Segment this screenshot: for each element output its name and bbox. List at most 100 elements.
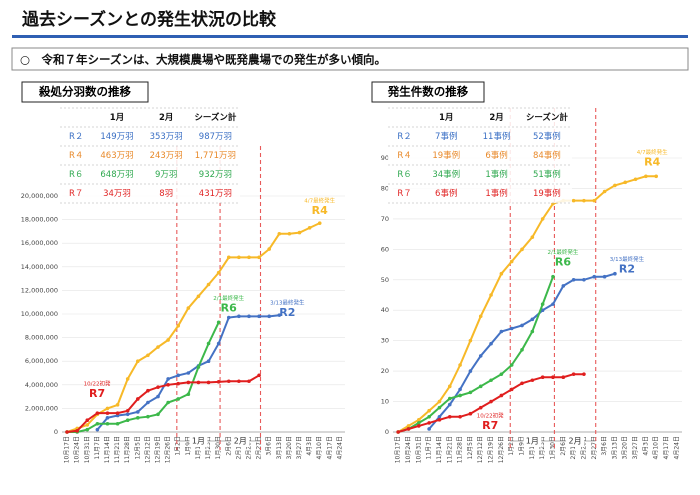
point — [417, 421, 421, 425]
table-cell: 7事例 — [435, 131, 457, 142]
point — [551, 375, 555, 380]
month-label: 1月 — [526, 437, 539, 446]
point — [115, 403, 120, 407]
point — [654, 174, 658, 179]
point — [206, 341, 211, 346]
point — [206, 380, 211, 385]
y-tick-label: 20 — [381, 367, 389, 375]
point — [571, 372, 576, 376]
point — [540, 217, 545, 221]
x-tick-label: 10月17日 — [395, 436, 402, 463]
point — [478, 384, 483, 389]
page-title: 過去シーズンとの発生状況の比較 — [22, 9, 277, 30]
point — [613, 183, 617, 188]
point — [427, 421, 431, 425]
point — [417, 418, 421, 422]
point — [186, 380, 191, 385]
month-label: 2月 — [569, 437, 582, 446]
x-tick-label: 3月20日 — [286, 436, 293, 459]
point — [166, 400, 170, 405]
y-tick-label: 10,000,000 — [21, 310, 58, 318]
point — [186, 306, 191, 310]
point — [427, 408, 431, 413]
table-bg — [60, 108, 240, 203]
point — [216, 320, 221, 325]
point — [247, 314, 251, 319]
series-line — [397, 276, 554, 433]
summary: ○ 令和７年シーズンは、大規模農場や既発農場での発生が多い傾向。 — [20, 53, 386, 67]
series-note: 4/7最終発生 — [637, 148, 668, 156]
point — [115, 411, 120, 415]
point — [437, 405, 442, 410]
x-tick-label: 11月28日 — [124, 436, 131, 463]
x-tick-label: 3月13日 — [611, 436, 618, 459]
x-tick-label: 1月30日 — [215, 436, 222, 459]
point — [95, 411, 100, 415]
chart-title: 発生件数の推移 — [387, 85, 469, 99]
x-tick-label: 4月24日 — [673, 436, 680, 459]
x-tick-label: 1月16日 — [195, 436, 202, 459]
point — [489, 341, 493, 346]
point — [489, 378, 493, 383]
table-header: 1月 — [110, 113, 124, 123]
table-cell: 1,771万羽 — [195, 151, 236, 161]
x-tick-label: 3月6日 — [266, 436, 273, 456]
table-cell: 243万羽 — [150, 151, 183, 161]
table-cell: 8羽 — [159, 189, 173, 199]
table-cell: 9万羽 — [155, 170, 177, 180]
point — [166, 383, 170, 387]
x-tick-label: 12月12日 — [144, 436, 151, 463]
x-tick-label: 3月27日 — [632, 436, 639, 459]
table-header: シーズン計 — [526, 112, 569, 123]
y-tick-label: 12,000,000 — [21, 286, 58, 294]
x-tick-label: 11月14日 — [436, 436, 443, 463]
table-cell: R２ — [397, 132, 411, 142]
point — [85, 427, 90, 432]
y-tick-label: 2,000,000 — [25, 404, 58, 412]
table-cell: 19事例 — [432, 150, 460, 161]
x-tick-label: 12月12日 — [477, 436, 484, 463]
point — [257, 255, 261, 260]
table-cell: 51事例 — [533, 169, 561, 180]
y-tick-label: 14,000,000 — [21, 263, 58, 271]
point — [206, 359, 211, 364]
point — [75, 429, 79, 433]
series-note: 10/22初発 — [84, 380, 111, 388]
table-cell: 34事例 — [432, 169, 460, 180]
point — [226, 315, 231, 320]
x-tick-label: 2月6日 — [225, 436, 232, 456]
point — [509, 387, 514, 392]
point — [237, 314, 241, 319]
point — [447, 396, 452, 401]
x-tick-label: 11月28日 — [457, 436, 464, 463]
point — [186, 371, 191, 375]
point — [509, 326, 514, 331]
point — [85, 423, 90, 427]
point — [530, 329, 535, 334]
series-note: 4/7最終発生 — [304, 197, 335, 205]
point — [196, 294, 201, 299]
point — [125, 377, 130, 381]
x-tick-label: 1月23日 — [205, 436, 212, 459]
point — [247, 379, 251, 384]
point — [458, 363, 462, 367]
series-label: R2 — [279, 306, 295, 319]
x-tick-label: 10月17日 — [64, 436, 71, 463]
table-cell: R４ — [69, 151, 83, 161]
point — [267, 314, 271, 319]
point — [176, 397, 181, 401]
summary-box — [11, 47, 689, 71]
point — [105, 421, 110, 426]
point — [447, 414, 452, 419]
table-header: 2月 — [159, 113, 173, 123]
x-tick-label: 12月5日 — [134, 436, 141, 459]
point — [156, 345, 160, 349]
table-cell: R７ — [69, 189, 83, 199]
point — [499, 271, 504, 276]
x-tick-label: 1月2日 — [175, 436, 182, 456]
table-cell: 6事例 — [435, 188, 457, 199]
point — [509, 363, 514, 367]
point — [156, 412, 160, 417]
point — [489, 293, 493, 297]
table-cell: 84事例 — [533, 150, 561, 161]
